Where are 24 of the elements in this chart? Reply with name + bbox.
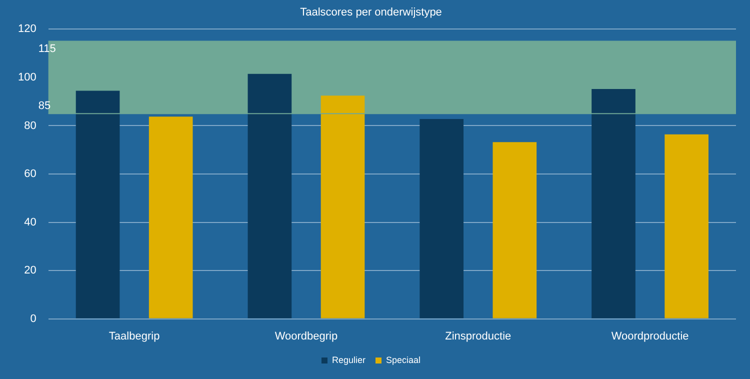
bar — [320, 96, 365, 318]
bar — [592, 89, 636, 318]
bar — [148, 116, 193, 318]
chart-title: Taalscores per onderwijstype — [300, 6, 442, 19]
ref-line-label: 115 — [38, 42, 56, 55]
legend-label: Regulier — [332, 354, 366, 365]
y-tick-label: 120 — [18, 23, 36, 36]
x-tick-label: Woordproductie — [611, 330, 689, 342]
y-tick-label: 40 — [24, 216, 36, 228]
y-tick-label: 60 — [24, 168, 36, 180]
bar — [664, 134, 708, 318]
bar — [76, 90, 120, 318]
x-tick-label: Woordbegrip — [274, 330, 338, 342]
ref-line-label: 85 — [38, 100, 51, 112]
bar — [420, 118, 464, 318]
bar — [492, 142, 537, 318]
y-tick-label: 20 — [24, 264, 36, 277]
x-tick-label: Zinsproductie — [445, 330, 512, 342]
x-tick-label: Taalbegrip — [108, 330, 160, 342]
y-tick-label: 0 — [30, 312, 36, 325]
y-tick-label: 80 — [24, 120, 36, 132]
y-tick-label: 100 — [18, 72, 36, 84]
bar — [248, 74, 292, 318]
legend-label: Speciaal — [386, 354, 421, 365]
